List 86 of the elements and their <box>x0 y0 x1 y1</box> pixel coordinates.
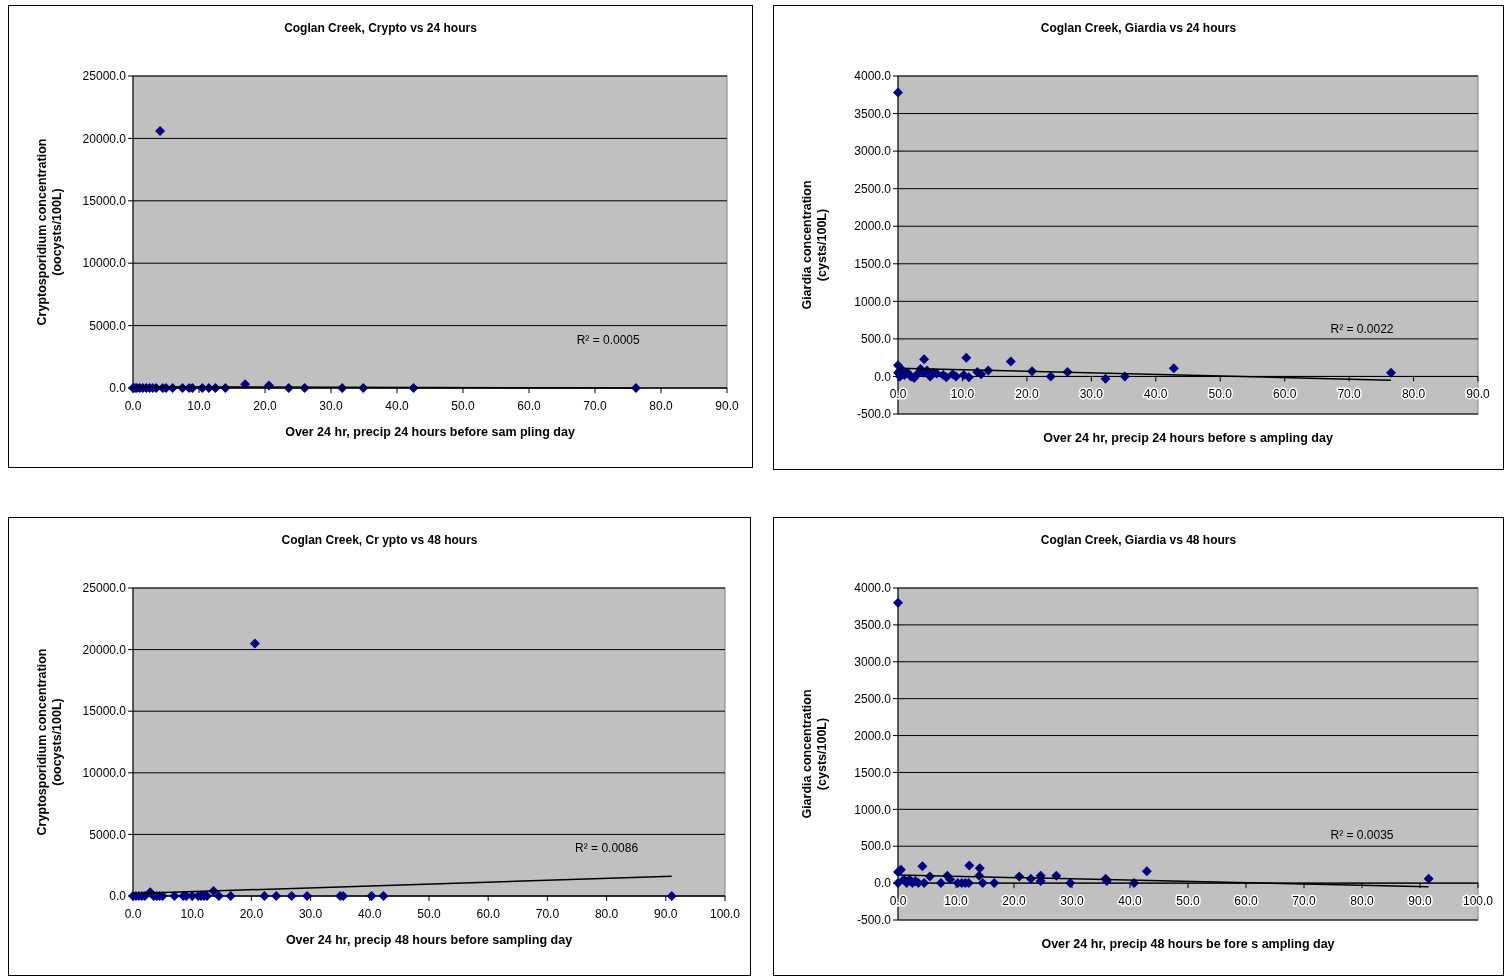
chart-title: Coglan Creek, Cr ypto vs 48 hours <box>281 533 478 547</box>
x-tick-label: 0.0 <box>124 399 142 413</box>
x-tick-label: 80.0 <box>594 907 619 921</box>
y-tick-label: 0.0 <box>874 876 892 891</box>
x-tick-label: 60.0 <box>476 907 501 921</box>
x-axis-title: Over 24 hr, precip 24 hours before s ampling day <box>1043 431 1333 445</box>
y-tick-label: 10000.0 <box>82 766 127 780</box>
y-axis-title: Giardia concentration (cysts/100L) <box>800 689 829 819</box>
chart-title: Coglan Creek, Giardia vs 24 hours <box>1040 21 1237 35</box>
y-axis-title: Cryptosporidium concentration (oocysts/100L) <box>35 138 64 326</box>
x-tick-label: 40.0 <box>1118 894 1142 909</box>
x-tick-label: 50.0 <box>417 907 441 921</box>
x-tick-label: 40.0 <box>358 907 382 921</box>
x-tick-label: 20.0 <box>239 907 264 921</box>
x-tick-label: 100.0 <box>1462 894 1494 909</box>
y-tick-label: 20000.0 <box>82 642 127 657</box>
chart-title: Coglan Creek, Crypto vs 24 hours <box>284 21 478 35</box>
x-tick-label: 20.0 <box>253 399 277 413</box>
x-tick-label: 50.0 <box>451 399 475 413</box>
y-tick-label: 2000.0 <box>854 728 892 743</box>
x-tick-label: 80.0 <box>649 399 673 413</box>
y-tick-label: 5000.0 <box>89 318 127 333</box>
y-tick-label: 3000.0 <box>854 654 892 669</box>
annotation: R² = 0.0086 <box>575 841 639 856</box>
y-tick-label: 3000.0 <box>854 144 892 159</box>
y-tick-label: 1000.0 <box>854 294 892 309</box>
y-tick-label: 15000.0 <box>82 194 127 208</box>
y-tick-label: 4000.0 <box>854 69 892 84</box>
y-tick-label: 3500.0 <box>854 106 892 121</box>
x-tick-label: 10.0 <box>180 907 205 921</box>
y-tick-label: 500.0 <box>860 332 892 347</box>
y-tick-label: 25000.0 <box>82 581 127 596</box>
annotation: R² = 0.0022 <box>1330 321 1394 336</box>
chart-title: Coglan Creek, Giardia vs 48 hours <box>1040 533 1237 547</box>
x-tick-label: 90.0 <box>1408 894 1432 909</box>
x-tick-label: 90.0 <box>715 399 739 413</box>
x-tick-label: 70.0 <box>583 399 607 413</box>
x-tick-label: 60.0 <box>517 399 541 413</box>
y-tick-label: 3500.0 <box>854 618 892 633</box>
x-tick-label: 60.0 <box>1234 894 1258 909</box>
y-tick-label: 0.0 <box>874 369 892 384</box>
y-tick-label: 5000.0 <box>89 827 127 842</box>
x-tick-label: 40.0 <box>385 399 409 413</box>
x-tick-label: 20.0 <box>1015 387 1039 402</box>
x-tick-label: 70.0 <box>535 907 560 921</box>
x-tick-label: 40.0 <box>1144 387 1168 402</box>
x-tick-label: 70.0 <box>1337 387 1362 402</box>
y-tick-label: 2500.0 <box>854 691 892 706</box>
annotation: R² = 0.0005 <box>576 333 641 348</box>
y-tick-label: 4000.0 <box>854 581 892 596</box>
y-axis-title: Cryptosporidium concentration (oocysts/100L) <box>35 648 64 836</box>
y-tick-label: 25000.0 <box>82 69 127 84</box>
x-tick-label: 50.0 <box>1208 387 1233 402</box>
x-axis-title: Over 24 hr, precip 48 hours be fore s ampling day <box>1041 937 1335 951</box>
y-tick-label: 15000.0 <box>82 704 127 719</box>
y-tick-label: 20000.0 <box>82 131 127 146</box>
x-axis-title: Over 24 hr, precip 48 hours before sampling day <box>285 933 573 947</box>
y-tick-label: 2500.0 <box>854 181 892 196</box>
x-tick-label: 90.0 <box>1466 387 1490 402</box>
y-tick-label: 500.0 <box>860 839 892 854</box>
y-axis-title: Giardia concentration (cysts/100L) <box>800 180 829 310</box>
x-tick-label: 80.0 <box>1401 387 1426 402</box>
x-tick-label: 10.0 <box>187 399 211 413</box>
x-tick-label: 80.0 <box>1350 894 1374 909</box>
y-tick-label: 1000.0 <box>854 802 892 817</box>
x-tick-label: 30.0 <box>1060 894 1084 909</box>
x-tick-label: 60.0 <box>1272 387 1297 402</box>
x-tick-label: 30.0 <box>319 399 343 413</box>
x-tick-label: 10.0 <box>950 387 975 402</box>
x-tick-label: 10.0 <box>944 894 968 909</box>
y-tick-label: 1500.0 <box>854 256 892 271</box>
x-tick-label: 30.0 <box>298 907 323 921</box>
y-tick-label: -500.0 <box>856 913 892 928</box>
y-tick-label: -500.0 <box>856 407 892 422</box>
x-tick-label: 20.0 <box>1002 894 1026 909</box>
x-tick-label: 30.0 <box>1079 387 1104 402</box>
x-tick-label: 50.0 <box>1176 894 1200 909</box>
x-tick-label: 100.0 <box>709 907 741 921</box>
x-tick-label: 0.0 <box>124 907 142 921</box>
x-tick-label: 70.0 <box>1292 894 1316 909</box>
x-axis-title: Over 24 hr, precip 24 hours before sam pling day <box>285 425 575 439</box>
y-tick-label: 2000.0 <box>854 219 892 234</box>
annotation: R² = 0.0035 <box>1330 828 1394 843</box>
x-tick-label: 90.0 <box>654 907 678 921</box>
y-tick-label: 10000.0 <box>82 256 127 271</box>
y-tick-label: 1500.0 <box>854 765 892 780</box>
